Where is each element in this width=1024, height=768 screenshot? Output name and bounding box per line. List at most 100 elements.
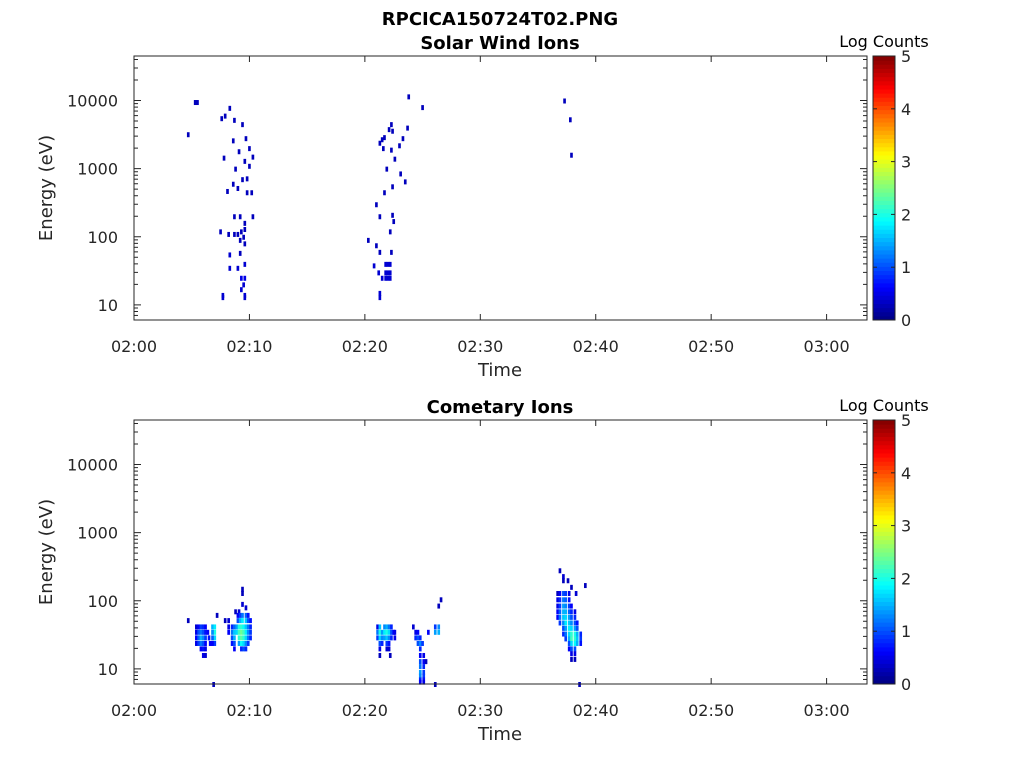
heatmap-cell [422, 679, 426, 685]
colorbar-segment [873, 465, 895, 471]
colorbar-segment [873, 122, 895, 127]
heatmap-cell [407, 94, 411, 100]
colorbar-segment [873, 514, 895, 520]
heatmap-cell [390, 635, 393, 641]
heatmap-cell [570, 584, 573, 590]
colorbar-segment [873, 208, 895, 214]
colorbar-segment [873, 233, 895, 239]
colorbar-segment [873, 671, 895, 677]
axes: 02:00 02:10 02:20 02:30 02:40 02:50 03:00 10 100… [67, 56, 867, 356]
heatmap-cell [382, 146, 385, 152]
heatmap-cell [213, 624, 217, 630]
heatmap-cell [437, 629, 441, 635]
colorbar-segment [873, 527, 895, 532]
heatmap-cell [570, 640, 573, 646]
heatmap-cell [418, 664, 422, 670]
heatmap-cell [556, 597, 559, 603]
heatmap-cell [556, 603, 559, 609]
colorbar-segment [873, 424, 895, 429]
heatmap-cell [388, 229, 392, 235]
heatmap-cell [240, 275, 243, 281]
axes: 02:00 02:10 02:20 02:30 02:40 02:50 03:00 10 100… [67, 420, 867, 720]
heatmap-cell [378, 646, 382, 652]
heatmap-cell [201, 652, 205, 658]
heatmap-cell [207, 635, 211, 641]
heatmap-cell [570, 152, 573, 158]
heatmap-cell [246, 612, 250, 618]
heatmap-cell [248, 146, 251, 152]
colorbar: 0 1 2 3 4 5 [872, 47, 911, 330]
heatmap-cell [233, 117, 236, 123]
heatmap-cell [204, 624, 207, 630]
heatmap-cell [564, 614, 568, 620]
panel-title: Cometary Ions [427, 397, 574, 418]
heatmap-cell [575, 625, 579, 631]
y-tick-label: 100 [87, 592, 118, 611]
heatmap-cell [375, 243, 378, 249]
heatmap-cell [241, 177, 244, 183]
heatmap-cell [195, 635, 198, 641]
heatmap-cell [231, 138, 235, 144]
heatmap-cell [244, 624, 248, 630]
heatmap-cell [238, 214, 242, 220]
heatmap-cell [186, 132, 190, 138]
colorbar-segment [873, 547, 895, 553]
heatmap-cell [574, 591, 578, 596]
colorbar-segment [873, 109, 895, 115]
heatmap-cell [573, 625, 577, 631]
colorbar-segment [873, 225, 895, 230]
heatmap-cell [388, 275, 392, 281]
heatmap-cell [383, 635, 386, 641]
colorbar-segment [873, 436, 895, 442]
heatmap-cell [570, 609, 573, 615]
colorbar-segment [873, 535, 895, 541]
heatmap-cell [573, 609, 577, 615]
colorbar-segment [873, 84, 895, 90]
heatmap-cell [422, 652, 426, 658]
heatmap-cell [418, 679, 422, 685]
heatmap-cell [390, 147, 393, 153]
heatmap-cell [249, 629, 252, 635]
heatmap-cell [244, 618, 248, 624]
heatmap-cell [236, 612, 240, 618]
heatmap-cell [387, 635, 391, 641]
colorbar-segment [873, 266, 895, 272]
heatmap-cell [378, 249, 382, 255]
heatmap-cell [245, 176, 249, 182]
heatmap-cell [227, 231, 230, 237]
colorbar-segment [873, 117, 895, 123]
colorbar-segment [873, 179, 895, 185]
colorbar-tick-label: 5 [901, 411, 911, 430]
colorbar-segment [873, 72, 895, 78]
heatmap-cell [380, 629, 384, 635]
colorbar-segment [873, 626, 895, 631]
heatmap-cell [201, 629, 205, 635]
panel-solar-wind-ions: Solar Wind Ions Log Counts 02:00 02:10 02:… [36, 32, 929, 381]
heatmap-cell [418, 673, 422, 679]
colorbar-segment [873, 486, 895, 491]
heatmap-cell [564, 597, 568, 603]
heatmap-cell [199, 635, 203, 641]
heatmap-cell [376, 629, 379, 635]
colorbar-tick-label: 3 [901, 517, 911, 536]
heatmap-cell [196, 100, 199, 106]
colorbar-segment [873, 659, 895, 664]
colorbar-tick-label: 4 [901, 464, 911, 483]
heatmap-cell [564, 609, 568, 615]
heatmap-cell [439, 597, 443, 603]
heatmap-cell [562, 620, 565, 626]
heatmap-cell [387, 127, 391, 133]
heatmap-cell [567, 614, 571, 620]
heatmap-cell [573, 636, 577, 642]
heatmap-cell [243, 261, 247, 267]
colorbar-segment [873, 642, 895, 648]
colorbar-tick-label: 5 [901, 47, 911, 66]
heatmap-cell [422, 670, 426, 675]
heatmap-cell [241, 612, 244, 618]
colorbar-segment [873, 241, 895, 247]
heatmap-cell [570, 636, 573, 642]
heatmap-cell [246, 635, 250, 641]
heatmap-cell [240, 635, 243, 641]
colorbar-segment [873, 519, 895, 524]
heatmap-cell [243, 275, 247, 281]
